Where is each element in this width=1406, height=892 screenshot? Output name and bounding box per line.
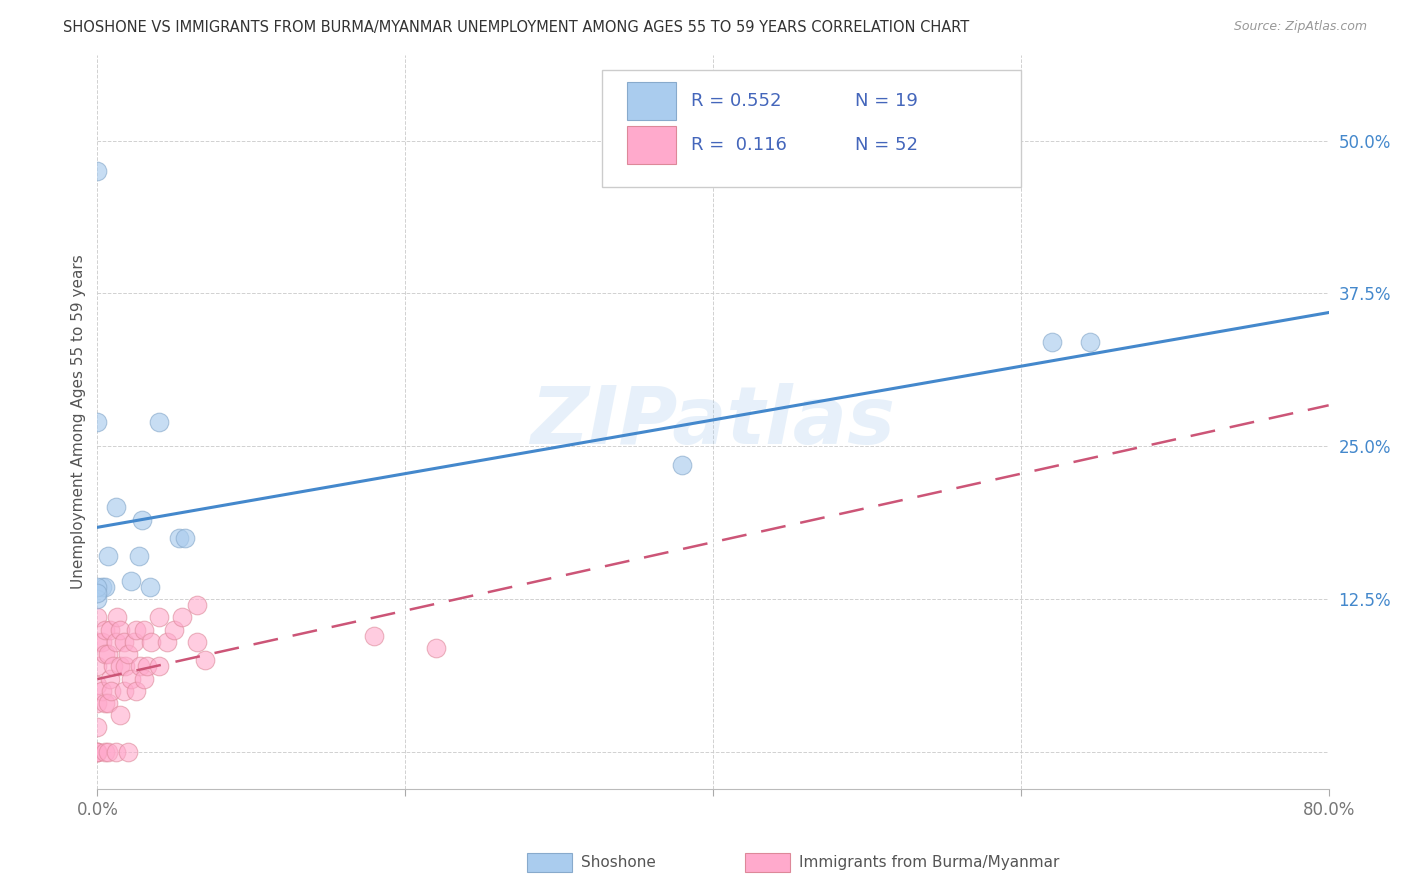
- Point: [86, 720, 108, 734]
- Point: [94, 623, 117, 637]
- Point: [167, 531, 190, 545]
- Point: [86, 610, 108, 624]
- Text: Shoshone: Shoshone: [581, 855, 655, 870]
- Point: [125, 683, 148, 698]
- Point: [105, 610, 128, 624]
- Point: [86, 592, 108, 607]
- Text: N = 52: N = 52: [855, 136, 918, 153]
- Point: [101, 659, 124, 673]
- Point: [425, 640, 447, 655]
- Point: [86, 580, 108, 594]
- Point: [110, 623, 132, 637]
- Point: [148, 610, 170, 624]
- Point: [174, 531, 197, 545]
- Point: [194, 653, 217, 667]
- Point: [86, 164, 108, 178]
- Point: [86, 696, 108, 710]
- Point: [132, 623, 155, 637]
- Point: [94, 745, 117, 759]
- Point: [97, 696, 120, 710]
- Point: [86, 678, 108, 692]
- Point: [363, 629, 385, 643]
- Point: [110, 708, 132, 723]
- Point: [97, 549, 120, 564]
- Point: [138, 580, 160, 594]
- Y-axis label: Unemployment Among Ages 55 to 59 years: Unemployment Among Ages 55 to 59 years: [72, 254, 86, 590]
- Point: [148, 415, 170, 429]
- Text: Immigrants from Burma/Myanmar: Immigrants from Burma/Myanmar: [799, 855, 1059, 870]
- Point: [86, 415, 108, 429]
- Point: [671, 458, 693, 472]
- Point: [94, 696, 117, 710]
- Point: [86, 586, 108, 600]
- Point: [163, 623, 186, 637]
- Point: [148, 659, 170, 673]
- Point: [98, 672, 121, 686]
- Text: R =  0.116: R = 0.116: [690, 136, 787, 153]
- FancyBboxPatch shape: [602, 70, 1021, 187]
- Point: [94, 647, 117, 661]
- Point: [117, 745, 139, 759]
- Point: [120, 672, 142, 686]
- Point: [117, 647, 139, 661]
- Point: [112, 635, 135, 649]
- Point: [91, 580, 114, 594]
- Point: [86, 659, 108, 673]
- Point: [156, 635, 179, 649]
- Text: R = 0.552: R = 0.552: [690, 92, 782, 110]
- Point: [1078, 335, 1101, 350]
- Text: Source: ZipAtlas.com: Source: ZipAtlas.com: [1233, 20, 1367, 33]
- Point: [120, 574, 142, 588]
- Point: [104, 635, 127, 649]
- Point: [104, 745, 127, 759]
- Text: SHOSHONE VS IMMIGRANTS FROM BURMA/MYANMAR UNEMPLOYMENT AMONG AGES 55 TO 59 YEARS: SHOSHONE VS IMMIGRANTS FROM BURMA/MYANMA…: [63, 20, 970, 35]
- Point: [86, 745, 108, 759]
- Text: N = 19: N = 19: [855, 92, 918, 110]
- Point: [91, 635, 114, 649]
- Point: [1040, 335, 1063, 350]
- Point: [98, 623, 121, 637]
- Point: [129, 659, 152, 673]
- Point: [112, 683, 135, 698]
- Point: [124, 635, 146, 649]
- Point: [125, 623, 148, 637]
- Text: ZIPatlas: ZIPatlas: [530, 383, 896, 461]
- Point: [186, 635, 208, 649]
- Point: [97, 745, 120, 759]
- FancyBboxPatch shape: [627, 126, 676, 163]
- Point: [132, 672, 155, 686]
- Point: [100, 683, 122, 698]
- Point: [170, 610, 193, 624]
- Point: [131, 513, 153, 527]
- Point: [186, 598, 208, 612]
- Point: [114, 659, 136, 673]
- Point: [91, 683, 114, 698]
- Point: [141, 635, 163, 649]
- Point: [110, 659, 132, 673]
- Point: [86, 635, 108, 649]
- Point: [104, 500, 127, 515]
- Point: [135, 659, 157, 673]
- Point: [86, 745, 108, 759]
- Point: [97, 647, 120, 661]
- Point: [128, 549, 150, 564]
- Point: [86, 745, 108, 759]
- FancyBboxPatch shape: [627, 81, 676, 120]
- Point: [94, 580, 117, 594]
